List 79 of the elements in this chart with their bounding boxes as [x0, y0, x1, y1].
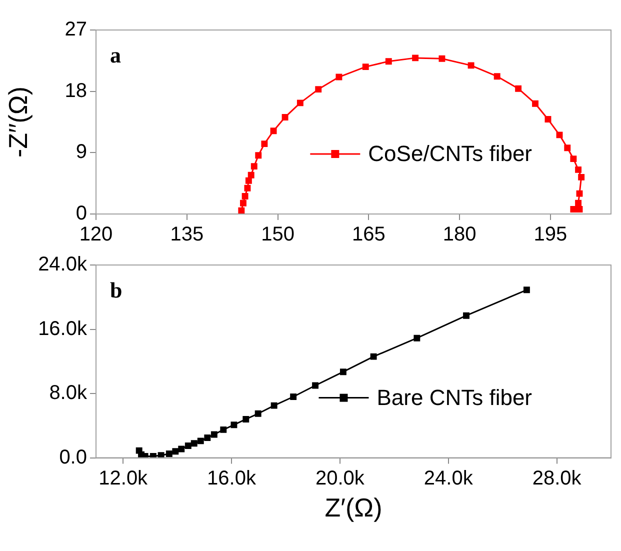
annotation: a	[110, 42, 121, 68]
point	[438, 55, 446, 62]
x-tick-label: 150	[261, 224, 294, 246]
point	[468, 62, 474, 69]
point	[250, 163, 258, 170]
point	[576, 190, 583, 197]
point	[296, 100, 304, 106]
point	[414, 334, 420, 342]
point	[515, 85, 522, 92]
point	[412, 54, 419, 62]
point	[172, 448, 179, 455]
x-tick-label: 135	[170, 224, 204, 246]
y-tick-label: 0	[76, 202, 87, 225]
point	[270, 402, 278, 409]
x-tick-label: 20.0k	[315, 467, 366, 490]
point	[312, 382, 319, 389]
legend-label: CoSe/CNTs fiber	[368, 141, 532, 166]
point	[261, 140, 268, 148]
point	[248, 172, 254, 178]
point	[340, 368, 346, 376]
point	[523, 286, 530, 294]
y-tick-label: 16.0k	[38, 318, 88, 340]
point	[184, 442, 192, 449]
point	[150, 452, 156, 458]
point	[158, 452, 164, 458]
y-tick-label: 9	[76, 141, 87, 164]
y-tick-label: 24.0k	[38, 254, 88, 276]
annotation: b	[110, 278, 122, 303]
point	[204, 434, 211, 441]
y-tick-label: 27	[64, 18, 87, 41]
x-tick-label: 165	[352, 224, 386, 246]
x-tick-label: 195	[534, 224, 568, 246]
point	[244, 184, 251, 192]
point	[178, 446, 185, 452]
point	[190, 440, 198, 447]
point	[210, 431, 218, 438]
x-axis-title: Z′(Ω)	[324, 492, 382, 523]
point	[370, 353, 377, 360]
point	[230, 422, 238, 428]
x-tick-label: 120	[79, 224, 113, 246]
x-tick-label: 12.0k	[98, 467, 149, 490]
point	[463, 312, 470, 319]
point	[242, 193, 248, 200]
point	[494, 73, 500, 80]
y-axis-title: -Z′′(Ω)	[2, 86, 33, 158]
y-tick-label: 8.0k	[49, 382, 88, 404]
point	[245, 177, 252, 184]
point	[240, 200, 246, 206]
point	[282, 114, 288, 120]
point	[575, 200, 582, 206]
point	[385, 58, 392, 65]
point	[362, 64, 369, 70]
point	[238, 207, 245, 214]
point	[290, 394, 297, 400]
point	[315, 86, 322, 93]
point	[556, 132, 563, 138]
point	[544, 116, 552, 122]
point	[336, 74, 342, 80]
point	[564, 144, 571, 152]
x-tick-label: 16.0k	[207, 467, 257, 490]
point	[255, 152, 262, 159]
point	[166, 450, 172, 458]
point	[576, 206, 583, 212]
point	[220, 426, 227, 433]
point	[578, 174, 585, 180]
point	[575, 166, 582, 173]
legend-label: Bare CNTs fiber	[376, 384, 532, 410]
x-tick-label: 28.0k	[532, 467, 582, 490]
point	[242, 416, 250, 422]
x-tick-label: 180	[442, 224, 476, 246]
point	[532, 100, 538, 107]
point	[570, 156, 577, 162]
y-tick-label: 18	[64, 80, 87, 102]
point	[254, 410, 262, 417]
y-tick-label: 0.0	[59, 446, 87, 468]
x-tick-label: 24.0k	[424, 467, 474, 490]
point	[197, 438, 204, 444]
point	[270, 128, 277, 134]
point	[570, 206, 577, 212]
